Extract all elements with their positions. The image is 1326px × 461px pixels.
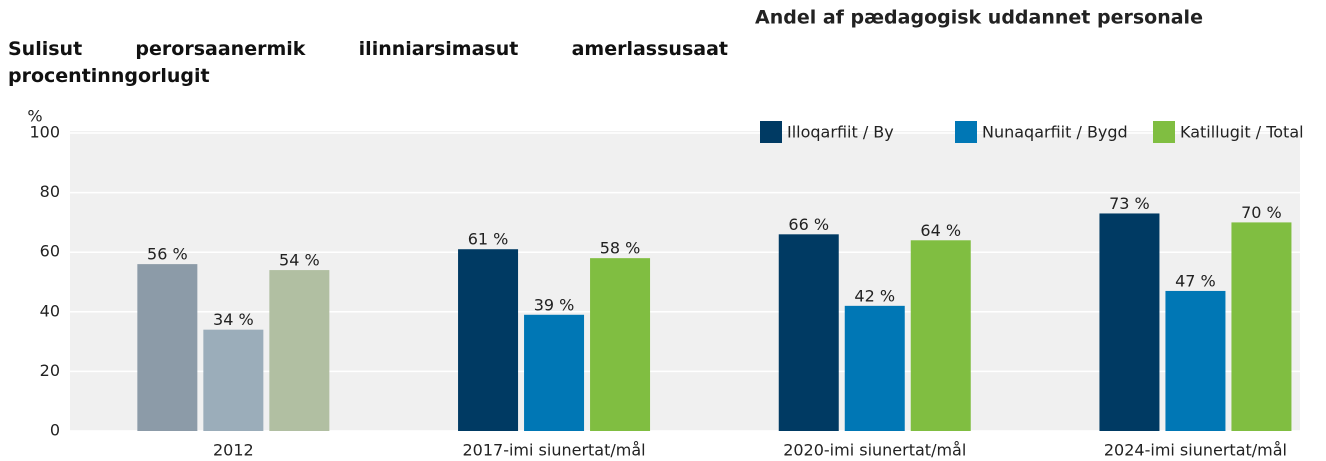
bar <box>269 270 330 431</box>
value-label: 64 % <box>920 221 961 240</box>
y-tick-label: 20 <box>40 361 60 380</box>
value-label: 66 % <box>788 215 829 234</box>
y-tick-label: 100 <box>29 123 60 142</box>
y-tick-label: 0 <box>50 421 60 440</box>
chart-subtitle: Andel af pædagogisk uddannet personale <box>755 7 1203 29</box>
bar <box>524 314 585 431</box>
x-tick-label: 2020-imi siunertat/mål <box>783 441 966 460</box>
x-tick-label: 2012 <box>213 441 254 460</box>
bar <box>844 305 905 431</box>
y-axis-label: % <box>27 107 42 126</box>
legend-label: Nunaqarfiit / Bygd <box>982 123 1128 142</box>
bar <box>1165 290 1226 431</box>
legend-swatch <box>955 121 977 143</box>
value-label: 34 % <box>213 310 254 329</box>
value-label: 39 % <box>534 295 575 314</box>
bar <box>1231 222 1292 431</box>
bar <box>137 264 198 431</box>
bar <box>910 240 971 431</box>
legend-swatch <box>1153 121 1175 143</box>
x-tick-label: 2017-imi siunertat/mål <box>462 441 645 460</box>
value-label: 56 % <box>147 245 188 264</box>
bar <box>458 249 519 431</box>
y-tick-label: 60 <box>40 242 60 261</box>
value-label: 70 % <box>1241 203 1282 222</box>
bar <box>203 329 264 431</box>
legend-swatch <box>760 121 782 143</box>
value-label: 42 % <box>854 286 895 305</box>
value-label: 47 % <box>1175 271 1216 290</box>
legend-label: Katillugit / Total <box>1180 123 1304 142</box>
bar <box>1099 213 1160 431</box>
y-tick-label: 80 <box>40 182 60 201</box>
chart-title: Sulisut perorsaanermik ilinniarsimasut a… <box>8 38 728 87</box>
value-label: 54 % <box>279 251 320 270</box>
bar <box>778 234 839 431</box>
value-label: 61 % <box>468 230 509 249</box>
bar <box>590 258 651 431</box>
x-tick-label: 2024-imi siunertat/mål <box>1104 441 1287 460</box>
value-label: 73 % <box>1109 194 1150 213</box>
legend-label: Illoqarfiit / By <box>787 123 894 142</box>
value-label: 58 % <box>600 239 641 258</box>
y-tick-label: 40 <box>40 301 60 320</box>
